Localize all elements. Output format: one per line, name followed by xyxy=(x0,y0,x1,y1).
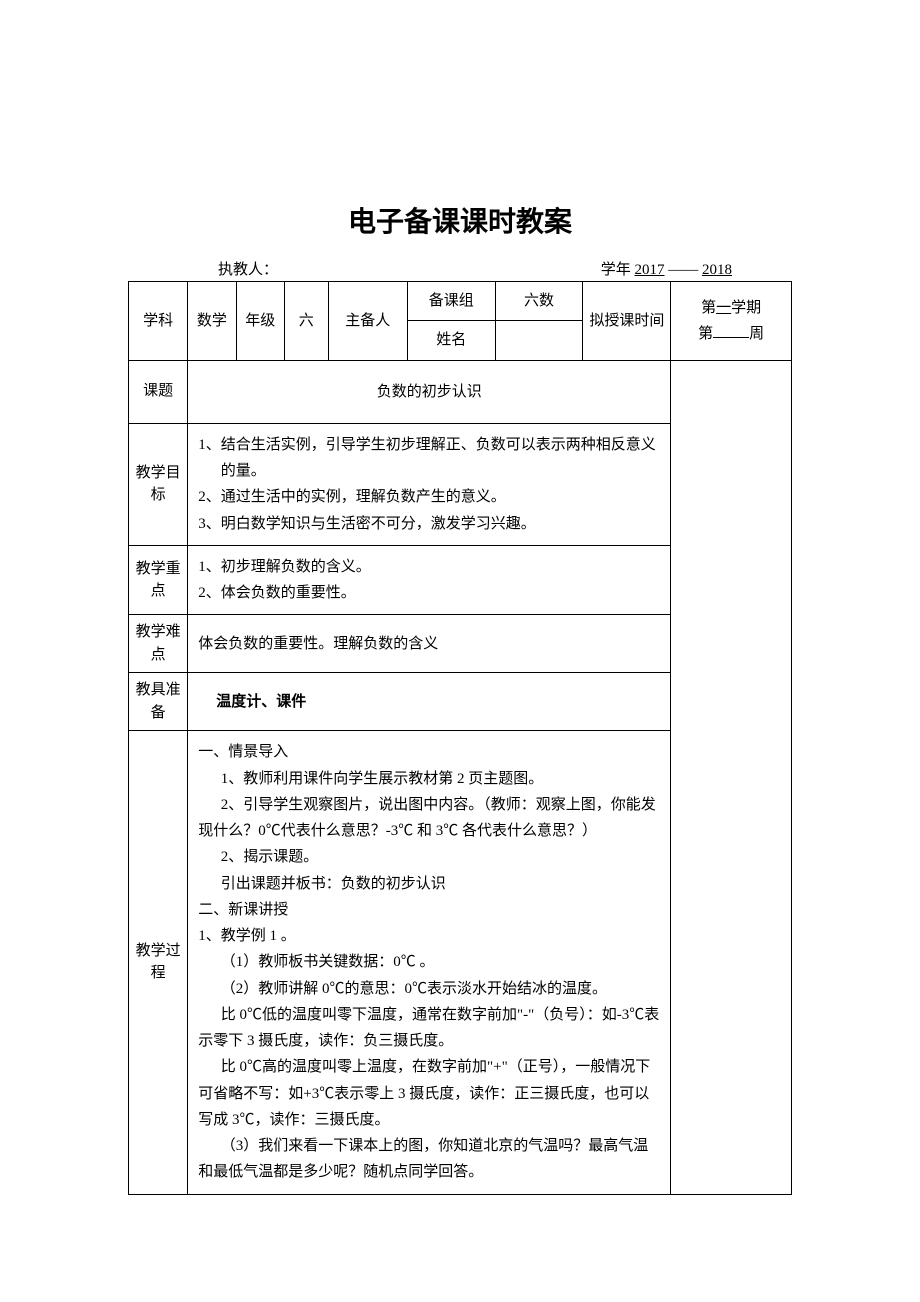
tools-value: 温度计、课件 xyxy=(188,673,671,731)
proc-s2-l3c: 比 0℃高的温度叫零上温度，在数字前加"+"（正号），一般情况下可省略不写：如+… xyxy=(198,1054,660,1133)
top-info-line: 执教人： 学年 2017 —— 2018 xyxy=(128,258,792,279)
name-value xyxy=(495,321,583,360)
doc-title: 电子备课课时教案 xyxy=(128,200,792,240)
objective-3: 3、明白数学知识与生活密不可分，激发学习兴趣。 xyxy=(198,511,660,537)
academic-year: 学年 2017 —— 2018 xyxy=(601,258,792,279)
proc-s2-l4: （3）我们来看一下课本上的图，你知道北京的气温吗？最高气温和最低气温都是多少呢？… xyxy=(198,1133,660,1186)
week-suffix: 周 xyxy=(749,326,764,342)
keypoint-1: 1、初步理解负数的含义。 xyxy=(198,554,660,580)
difficulty-value: 体会负数的重要性。理解负数的含义 xyxy=(188,615,671,673)
plan-time-label: 拟授课时间 xyxy=(583,282,671,361)
objectives-content: 1、结合生活实例，引导学生初步理解正、负数可以表示两种相反意义的量。 2、通过生… xyxy=(188,423,671,545)
right-margin-cell xyxy=(671,360,792,1194)
page: 电子备课课时教案 执教人： 学年 2017 —— 2018 学科 数学 年级 六 xyxy=(0,0,920,1255)
objectives-label: 教学目标 xyxy=(129,423,188,545)
week-blank xyxy=(713,323,749,338)
group-value: 六数 xyxy=(495,282,583,321)
process-content: 一、情景导入 1、教师利用课件向学生展示教材第 2 页主题图。 2、引导学生观察… xyxy=(188,731,671,1194)
proc-s2-l3b: 比 0℃低的温度叫零下温度，通常在数字前加"-"（负号）：如-3℃表示零下 3 … xyxy=(198,1002,660,1055)
week-prefix: 第 xyxy=(698,326,713,342)
semester-prefix: 第 xyxy=(701,300,716,316)
name-label: 姓名 xyxy=(407,321,495,360)
grade-label: 年级 xyxy=(236,282,284,361)
proc-s2-l2: （1）教师板书关键数据：0℃ 。 xyxy=(198,949,660,975)
semester-num: 一 xyxy=(716,300,731,316)
proc-s1-title: 一、情景导入 xyxy=(198,739,660,765)
group-label: 备课组 xyxy=(407,282,495,321)
instructor-label: 执教人： xyxy=(218,258,601,279)
difficulty-label: 教学难点 xyxy=(129,615,188,673)
proc-s1-l3: 2、揭示课题。 xyxy=(198,844,660,870)
keypoints-label: 教学重点 xyxy=(129,545,188,615)
proc-s1-l1: 1、教师利用课件向学生展示教材第 2 页主题图。 xyxy=(198,766,660,792)
objective-2: 2、通过生活中的实例，理解负数产生的意义。 xyxy=(198,484,660,510)
semester-cell: 第一学期 第周 xyxy=(671,282,792,361)
topic-label: 课题 xyxy=(129,360,188,423)
subject-value: 数学 xyxy=(188,282,236,361)
semester-suffix: 学期 xyxy=(731,300,761,316)
process-label: 教学过程 xyxy=(129,731,188,1194)
keypoint-2: 2、体会负数的重要性。 xyxy=(198,580,660,606)
proc-s1-l2: 2、引导学生观察图片，说出图中内容。（教师：观察上图，你能发现什么？0℃代表什么… xyxy=(198,792,660,845)
subject-label: 学科 xyxy=(129,282,188,361)
proc-s2-title: 二、新课讲授 xyxy=(198,897,660,923)
objective-1: 1、结合生活实例，引导学生初步理解正、负数可以表示两种相反意义的量。 xyxy=(198,432,660,485)
year-from: 2017 xyxy=(635,262,665,278)
keypoints-content: 1、初步理解负数的含义。 2、体会负数的重要性。 xyxy=(188,545,671,615)
proc-s2-l1: 1、教学例 1 。 xyxy=(198,923,660,949)
grade-value: 六 xyxy=(284,282,328,361)
topic-value: 负数的初步认识 xyxy=(188,360,671,423)
year-to: 2018 xyxy=(702,262,732,278)
header-row-1: 学科 数学 年级 六 主备人 备课组 六数 拟授课时间 第一学期 第周 xyxy=(129,282,792,321)
tools-label: 教具准备 xyxy=(129,673,188,731)
lesson-plan-table: 学科 数学 年级 六 主备人 备课组 六数 拟授课时间 第一学期 第周 姓名 课… xyxy=(128,281,792,1195)
main-preparer-label: 主备人 xyxy=(328,282,407,361)
year-label: 学年 xyxy=(601,262,631,278)
proc-s1-l4: 引出课题并板书：负数的初步认识 xyxy=(198,871,660,897)
proc-s2-l3a: （2）教师讲解 0℃的意思：0℃表示淡水开始结冰的温度。 xyxy=(198,976,660,1002)
year-sep: —— xyxy=(668,262,698,278)
topic-row: 课题 负数的初步认识 xyxy=(129,360,792,423)
